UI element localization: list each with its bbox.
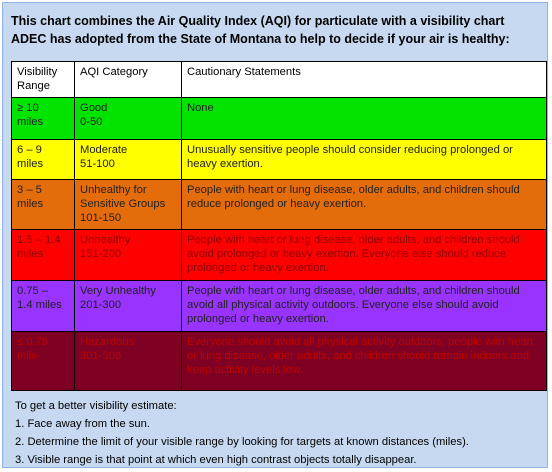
aqi-table: Visibility Range AQI Category Cautionary… [11, 61, 547, 391]
table-cell: Unhealthy for Sensitive Groups 101-150 [74, 179, 182, 230]
table-body: ≥ 10 miles Good 0-50 None 6 – 9 miles Modera… [11, 97, 547, 391]
table-row: 3 – 5 miles Unhealthy for Sensitive Group… [11, 179, 547, 230]
table-cell: Very Unhealthy 201-300 [74, 280, 182, 332]
table-cell: People with heart or lung disease, older… [181, 229, 547, 281]
panel: This chart combines the Air Quality Inde… [2, 2, 548, 468]
footer-line: 2. Determine the limit of your visible r… [15, 436, 469, 448]
table-row: 6 – 9 miles Moderate 51-100 Unusually sens… [11, 139, 547, 180]
table-cell: 1.5 – 1.4 miles [11, 229, 75, 281]
header-line: This chart combines the Air Quality Inde… [11, 14, 505, 28]
table-cell: Everyone should avoid all physical activ… [181, 331, 547, 391]
table-row: 1.5 – 1.4 miles Unhealthy 151-200 People w… [11, 229, 547, 281]
footer: To get a better visibility estimate: 1. F… [15, 397, 545, 469]
header-row: Visibility Range AQI Category Cautionary… [11, 61, 547, 98]
footer-line: 1. Face away from the sun. [15, 418, 150, 430]
table-cell: ≤ 0.75 mile [11, 331, 75, 391]
table-cell: Moderate 51-100 [74, 139, 182, 180]
table-cell: 6 – 9 miles [11, 139, 75, 180]
table-cell: None [181, 97, 547, 140]
column-header: Visibility Range [11, 61, 75, 98]
table-row: ≥ 10 miles Good 0-50 None [11, 97, 547, 140]
column-header: AQI Category [74, 61, 182, 98]
table-cell: Hazardous 301-500 [74, 331, 182, 391]
table-row: 0.75 – 1.4 miles Very Unhealthy 201-300 Pe… [11, 280, 547, 332]
table-cell: People with heart or lung disease, older… [181, 280, 547, 332]
header: This chart combines the Air Quality Inde… [11, 12, 547, 48]
footer-line: 3. Visible range is that point at which … [15, 454, 417, 466]
table-cell: 3 – 5 miles [11, 179, 75, 230]
column-header: Cautionary Statements [181, 61, 547, 98]
footer-line: To get a better visibility estimate: [15, 400, 177, 412]
table-cell: 0.75 – 1.4 miles [11, 280, 75, 332]
table-cell: Unusually sensitive people should consid… [181, 139, 547, 180]
header-line: ADEC has adopted from the State of Monta… [11, 32, 510, 46]
table-cell: People with heart or lung disease, older… [181, 179, 547, 230]
table-row: ≤ 0.75 mile Hazardous 301-500 Everyone sho… [11, 331, 547, 391]
table-cell: ≥ 10 miles [11, 97, 75, 140]
table-cell: Unhealthy 151-200 [74, 229, 182, 281]
table-cell: Good 0-50 [74, 97, 182, 140]
